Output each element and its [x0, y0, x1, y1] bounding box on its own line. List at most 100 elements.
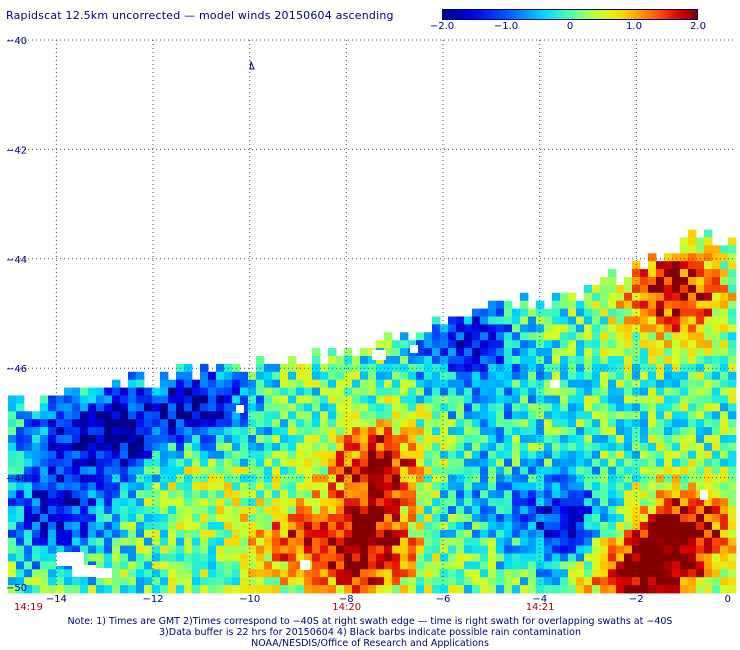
heatmap-cell	[504, 482, 513, 491]
footnotes: Note: 1) Times are GMT 2)Times correspon…	[0, 616, 740, 649]
heatmap-cell	[672, 450, 681, 460]
heatmap-cell	[232, 427, 241, 436]
heatmap-cell	[704, 537, 713, 546]
heatmap-cell	[432, 450, 441, 460]
heatmap-cell	[680, 403, 689, 412]
heatmap-cell	[176, 403, 185, 412]
heatmap-cell	[288, 411, 297, 420]
heatmap-cell	[704, 569, 713, 578]
heatmap-cell	[472, 403, 481, 412]
heatmap-cell	[280, 514, 289, 523]
heatmap-cell	[624, 466, 633, 475]
heatmap-cell	[504, 521, 513, 531]
heatmap-cell	[296, 466, 305, 475]
heatmap-cell	[656, 450, 665, 460]
heatmap-cell	[368, 553, 377, 562]
heatmap-cell	[424, 379, 433, 388]
heatmap-cell	[432, 466, 441, 475]
heatmap-cell	[488, 529, 497, 539]
missing-data-gap	[72, 565, 96, 577]
heatmap-cell	[80, 506, 89, 515]
heatmap-cell	[280, 585, 289, 594]
heatmap-cell	[640, 316, 649, 325]
heatmap-cell	[184, 474, 193, 483]
heatmap-cell	[184, 577, 193, 586]
heatmap-cell	[344, 458, 353, 467]
heatmap-cell	[656, 419, 665, 428]
heatmap-cell	[664, 261, 673, 270]
heatmap-cell	[488, 411, 497, 420]
heatmap-cell	[328, 521, 337, 531]
heatmap-cell	[696, 379, 705, 388]
heatmap-cell	[176, 387, 185, 396]
heatmap-cell	[624, 435, 633, 444]
heatmap-cell	[24, 442, 33, 452]
heatmap-cell	[688, 371, 697, 381]
heatmap-cell	[488, 371, 497, 381]
heatmap-cell	[376, 506, 385, 515]
heatmap-cell	[560, 474, 569, 483]
heatmap-cell	[712, 403, 721, 412]
heatmap-cell	[616, 395, 625, 404]
heatmap-cell	[416, 340, 425, 349]
heatmap-cell	[440, 442, 449, 452]
heatmap-cell	[480, 395, 489, 404]
heatmap-cell	[728, 292, 737, 302]
heatmap-cell	[344, 442, 353, 452]
heatmap-cell	[568, 340, 577, 349]
heatmap-cell	[200, 450, 209, 460]
heatmap-cell	[176, 419, 185, 428]
heatmap-cell	[184, 561, 193, 570]
heatmap-cell	[480, 490, 489, 499]
heatmap-cell	[336, 435, 345, 444]
heatmap-cell	[576, 490, 585, 499]
heatmap-cell	[680, 395, 689, 404]
heatmap-cell	[592, 561, 601, 570]
heatmap-cell	[288, 585, 297, 594]
heatmap-cell	[632, 411, 641, 420]
heatmap-cell	[536, 450, 545, 460]
heatmap-cell	[344, 561, 353, 570]
heatmap-cell	[232, 553, 241, 562]
heatmap-cell	[576, 379, 585, 388]
heatmap-cell	[568, 395, 577, 404]
heatmap-cell	[616, 403, 625, 412]
heatmap-cell	[144, 537, 153, 546]
heatmap-cell	[448, 332, 457, 341]
heatmap-cell	[704, 332, 713, 341]
heatmap-cell	[176, 450, 185, 460]
heatmap-cell	[640, 427, 649, 436]
time-label: 14:21	[526, 602, 555, 613]
heatmap-cell	[728, 324, 737, 333]
heatmap-cell	[48, 577, 57, 586]
heatmap-cell	[168, 411, 177, 420]
heatmap-cell	[720, 308, 729, 317]
heatmap-cell	[648, 435, 657, 444]
heatmap-cell	[32, 490, 41, 499]
heatmap-cell	[8, 442, 17, 452]
heatmap-cell	[656, 332, 665, 341]
heatmap-cell	[624, 340, 633, 349]
heatmap-cell	[488, 514, 497, 523]
heatmap-cell	[496, 474, 505, 483]
heatmap-cell	[464, 442, 473, 452]
heatmap-cell	[144, 395, 153, 404]
heatmap-cell	[280, 450, 289, 460]
heatmap-cell	[80, 537, 89, 546]
heatmap-cell	[472, 529, 481, 539]
heatmap-cell	[672, 427, 681, 436]
heatmap-cell	[712, 553, 721, 562]
heatmap-cell	[584, 450, 593, 460]
heatmap-cell	[568, 482, 577, 491]
heatmap-cell	[496, 395, 505, 404]
heatmap-cell	[536, 324, 545, 333]
heatmap-cell	[704, 229, 713, 238]
heatmap-cell	[608, 348, 617, 357]
heatmap-cell	[592, 569, 601, 578]
heatmap-cell	[256, 561, 265, 570]
heatmap-cell	[176, 458, 185, 467]
heatmap-cell	[280, 498, 289, 507]
heatmap-cell	[576, 435, 585, 444]
heatmap-cell	[312, 442, 321, 452]
heatmap-cell	[72, 537, 81, 546]
